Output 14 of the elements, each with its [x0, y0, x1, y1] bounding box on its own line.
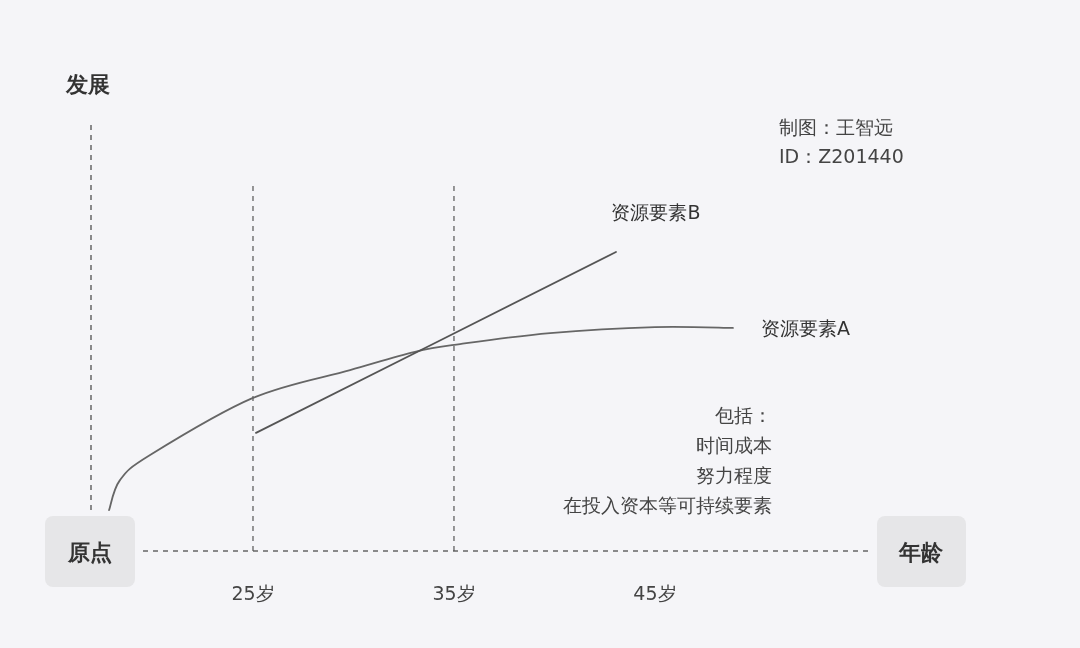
- annotation: 努力程度: [696, 464, 772, 486]
- series-label: 资源要素B: [611, 201, 701, 223]
- annotation: 包括：: [715, 404, 772, 426]
- text: 制图：王智远: [779, 116, 893, 138]
- series-label: 资源要素A: [760, 316, 850, 339]
- annotation: 时间成本: [696, 434, 772, 456]
- annotation: 在投入资本等可持续要素: [563, 494, 772, 516]
- x-tick-label: 25岁: [231, 582, 275, 604]
- x-axis-title: 年龄: [898, 540, 944, 565]
- x-tick-label: 45岁: [633, 582, 677, 604]
- x-tick-label: 35岁: [432, 582, 476, 604]
- text: ID：Z201440: [779, 145, 904, 167]
- annotation: 原点: [67, 540, 112, 565]
- text: 发展: [65, 72, 110, 97]
